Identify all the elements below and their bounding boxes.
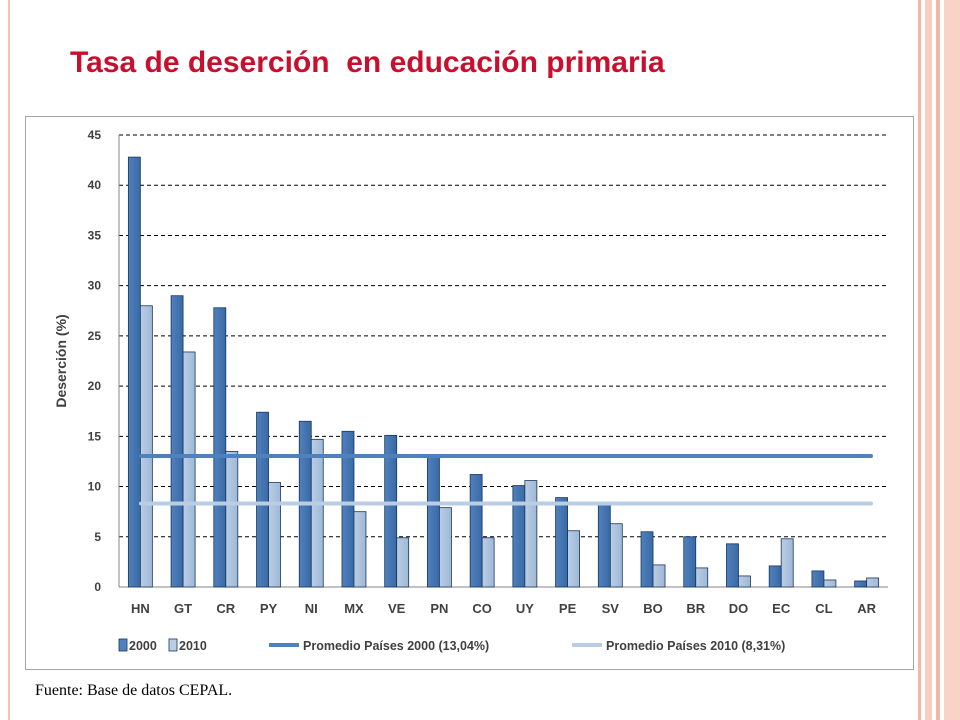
bar-2010-CR bbox=[225, 450, 239, 588]
legend-swatch-2010 bbox=[168, 638, 178, 652]
x-tick-label: BO bbox=[643, 601, 663, 616]
bar-2010-EC bbox=[780, 538, 794, 588]
bar-2000-SV bbox=[597, 504, 611, 588]
slide-frame-left bbox=[8, 0, 10, 720]
bar-2000-PY bbox=[256, 411, 269, 588]
bar-2000-MX bbox=[341, 430, 355, 588]
x-tick-label: PE bbox=[559, 601, 577, 616]
bar-2000-PE bbox=[555, 497, 568, 588]
bar-2010-DO bbox=[738, 575, 751, 588]
bar-2010-UY bbox=[524, 480, 538, 588]
bar-2010-GT bbox=[182, 351, 196, 588]
bar-2000-VE bbox=[384, 434, 398, 588]
y-tick-label: 20 bbox=[88, 379, 102, 393]
bar-2000-PN bbox=[427, 456, 440, 588]
y-tick-label: 30 bbox=[88, 279, 102, 293]
bar-2010-CL bbox=[823, 579, 837, 588]
bar-2000-BO bbox=[640, 531, 654, 588]
bar-2000-UY bbox=[512, 485, 526, 588]
x-tick-label: CL bbox=[815, 601, 832, 616]
bar-2010-PE bbox=[567, 530, 580, 588]
x-tick-label: EC bbox=[772, 601, 791, 616]
y-tick-label: 0 bbox=[94, 580, 101, 594]
legend-label: Promedio Países 2000 (13,04%) bbox=[303, 639, 489, 653]
x-tick-label: VE bbox=[388, 601, 406, 616]
x-tick-label: UY bbox=[516, 601, 534, 616]
x-tick-label: PN bbox=[430, 601, 448, 616]
bar-chart: 0 5 10 15 20 25 30 35 40 45 Deserción (%) HN GT CR PY N… bbox=[53, 128, 888, 653]
bar-2010-SV bbox=[609, 523, 623, 588]
bar-2010-MX bbox=[353, 511, 367, 588]
bar-2000-EC bbox=[768, 565, 782, 588]
bar-2000-CO bbox=[469, 474, 483, 588]
bar-2000-DO bbox=[726, 543, 739, 588]
x-tick-label: MX bbox=[344, 601, 364, 616]
bar-2000-GT bbox=[170, 295, 184, 588]
bar-2000-CL bbox=[811, 570, 825, 588]
bar-2000-HN bbox=[127, 156, 141, 588]
chart-container: 0 5 10 15 20 25 30 35 40 45 Deserción (%) HN GT CR PY N… bbox=[25, 116, 914, 670]
y-tick-label: 35 bbox=[88, 228, 102, 242]
x-tick-label: GT bbox=[174, 601, 192, 616]
x-tick-label: NI bbox=[305, 601, 318, 616]
legend-swatch-2000 bbox=[118, 638, 128, 652]
y-tick-label: 25 bbox=[88, 329, 102, 343]
legend-label: 2010 bbox=[179, 639, 207, 653]
bar-2010-HN bbox=[139, 305, 153, 588]
bar-2010-BR bbox=[695, 567, 709, 588]
y-tick-label: 5 bbox=[94, 530, 101, 544]
y-tick-label: 10 bbox=[88, 480, 102, 494]
bar-2010-AR bbox=[866, 577, 880, 588]
x-tick-label: CO bbox=[472, 601, 492, 616]
y-tick-label: 40 bbox=[88, 178, 102, 192]
y-tick-label: 15 bbox=[88, 429, 102, 443]
x-tick-label: DO bbox=[729, 601, 749, 616]
x-tick-label: AR bbox=[857, 601, 876, 616]
x-tick-label: PY bbox=[260, 601, 278, 616]
bar-2000-CR bbox=[213, 307, 227, 588]
slide-title: Tasa de deserción en educación primaria bbox=[70, 46, 665, 79]
bar-2010-BO bbox=[652, 564, 666, 588]
source-note: Fuente: Base de datos CEPAL. bbox=[35, 682, 233, 699]
x-tick-label: HN bbox=[131, 601, 150, 616]
bar-2010-PY bbox=[268, 482, 281, 588]
bar-2010-NI bbox=[310, 438, 324, 588]
x-tick-label: BR bbox=[686, 601, 705, 616]
bar-2010-PN bbox=[439, 507, 452, 588]
y-tick-label: 45 bbox=[88, 128, 102, 142]
bar-2000-BR bbox=[683, 536, 697, 588]
bar-2000-AR bbox=[854, 580, 868, 588]
legend-label: Promedio Países 2010 (8,31%) bbox=[606, 639, 785, 653]
x-tick-label: SV bbox=[602, 601, 620, 616]
y-axis-label: Deserción (%) bbox=[53, 314, 69, 407]
bar-2010-VE bbox=[396, 537, 410, 588]
bar-2010-CO bbox=[481, 537, 495, 588]
x-tick-label: CR bbox=[216, 601, 235, 616]
legend-label: 2000 bbox=[129, 639, 157, 653]
